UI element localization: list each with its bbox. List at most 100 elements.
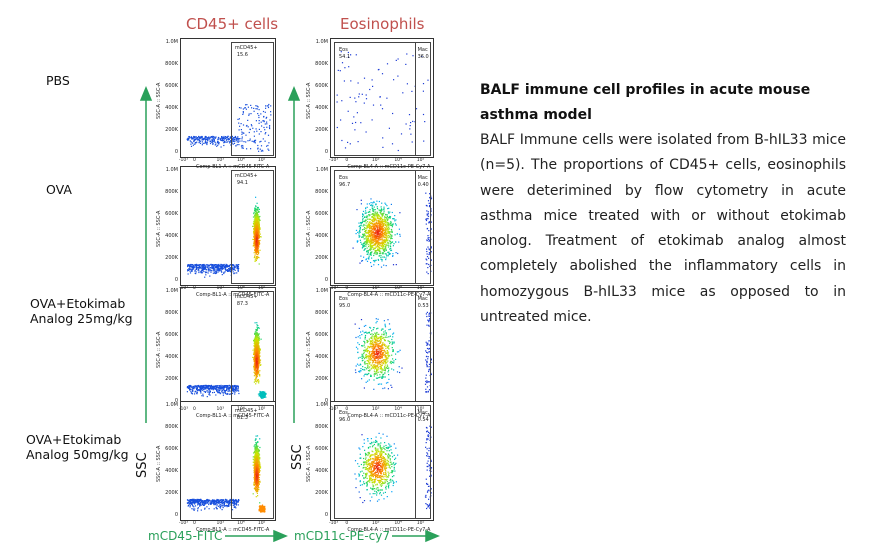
y-tick-label: 200K	[165, 376, 178, 382]
y-tick-label: 600K	[315, 332, 328, 338]
y-axis-label: SSC-A :: SSC-A	[306, 331, 312, 368]
y-tick-label: 200K	[315, 255, 328, 261]
x-tick-label: 10⁴	[394, 407, 402, 412]
x-axis-label: Comp-BL1-A :: mCD45-FITC-A	[195, 292, 270, 298]
gate-label-mac-value: 0.40	[417, 182, 429, 188]
plot-eos-row-3: Eos 96.0 Mac 0.54	[330, 401, 434, 521]
cd45-column-title: CD45+ cells	[186, 15, 279, 33]
row-label-ova: OVA	[46, 182, 72, 197]
y-tick-label: 200K	[165, 490, 178, 496]
y-tick-label: 1.0M	[315, 288, 328, 294]
gate-label-mac-name: Mac	[417, 175, 428, 181]
x-tick-label: 10³	[216, 286, 224, 291]
plot-eos-row-1: Eos 96.7 Mac 0.40	[330, 166, 434, 286]
x-tick-label: 10⁴	[237, 286, 245, 291]
x-tick-label: -10³	[329, 407, 339, 412]
gate-label-mcd45-name: mCD45+	[234, 408, 258, 414]
y-axis-label: SSC-A :: SSC-A	[156, 445, 162, 482]
y-tick-label: 1.0M	[315, 39, 328, 45]
gate-label-eos-name: Eos	[339, 410, 348, 416]
x-tick-label: 10⁵	[257, 286, 266, 291]
description-body: BALF Immune cells were isolated from B-h…	[480, 132, 846, 326]
y-tick-label: 800K	[165, 310, 178, 316]
x-tick-label: 10³	[371, 521, 380, 526]
gate-label-mac-name: Mac	[417, 296, 428, 302]
bottom-axis-label-cd11c: mCD11c-PE-cy7	[294, 529, 390, 543]
gate-mcd45	[230, 170, 274, 284]
right-x-arrow-head	[425, 529, 440, 543]
y-tick-label: 400K	[165, 354, 178, 360]
eosinophils-column-title: Eosinophils	[340, 15, 425, 33]
right-ssc-arrow-head	[287, 86, 301, 101]
gate-mac	[414, 42, 431, 156]
gate-label-eos-value: 95.0	[339, 303, 351, 309]
y-tick-label: 400K	[165, 105, 178, 111]
y-tick-label: 600K	[315, 83, 328, 89]
x-axis-label: Comp-BL1-A :: mCD45-FITC-A	[195, 413, 270, 419]
y-tick-label: 1.0M	[165, 288, 178, 294]
row-label-ova-etokimab-50: OVA+Etokimab Analog 50mg/kg	[26, 432, 129, 462]
x-tick-label: 0	[192, 158, 196, 163]
y-axis-label: SSC-A :: SSC-A	[306, 82, 312, 119]
y-tick-label: 800K	[315, 61, 328, 67]
plot-cd45-row-2: mCD45+ 87.3	[180, 287, 276, 407]
x-axis-label: Comp-BL1-A :: mCD45-FITC-A	[195, 164, 270, 170]
gate-label-eos-name: Eos	[339, 296, 348, 302]
x-tick-label: 0	[345, 521, 349, 526]
gate-label-eos-name: Eos	[339, 175, 348, 181]
y-tick-label: 1.0M	[165, 167, 178, 173]
x-tick-label: 0	[192, 521, 196, 526]
plot-eos-row-0: Eos 54.1 Mac 36.0	[330, 38, 434, 158]
x-tick-label: 10⁵	[416, 407, 425, 412]
description-block: BALF immune cell profiles in acute mouse…	[480, 78, 846, 330]
plot-eos-row-2: Eos 95.0 Mac 0.53	[330, 287, 434, 407]
y-tick-label: 0	[324, 398, 328, 404]
scatter-dots	[354, 311, 432, 393]
gate-label-eos-name: Eos	[339, 47, 348, 53]
y-tick-label: 200K	[165, 255, 178, 261]
y-tick-label: 800K	[165, 424, 178, 430]
y-tick-label: 0	[174, 277, 178, 283]
y-tick-label: 0	[324, 149, 328, 155]
y-tick-label: 400K	[165, 233, 178, 239]
x-tick-label: 10⁵	[416, 158, 425, 163]
x-tick-label: -10³	[178, 158, 189, 163]
y-tick-label: 1.0M	[315, 167, 328, 173]
y-tick-label: 200K	[165, 127, 178, 133]
y-axis-label: SSC-A :: SSC-A	[156, 82, 162, 119]
x-axis-label: Comp-BL1-A :: mCD45-FITC-A	[195, 527, 270, 533]
x-tick-label: 10⁴	[394, 158, 402, 163]
y-tick-label: 800K	[315, 424, 328, 430]
gate-label-mac-value: 0.54	[417, 417, 429, 423]
y-tick-label: 600K	[165, 211, 178, 217]
y-tick-label: 400K	[315, 105, 328, 111]
gate-label-mac-name: Mac	[417, 410, 428, 416]
y-axis-label: SSC-A :: SSC-A	[306, 445, 312, 482]
y-tick-label: 600K	[165, 83, 178, 89]
scatter-dots	[186, 435, 266, 513]
x-tick-label: 10⁴	[394, 286, 402, 291]
gate-mac	[414, 405, 431, 519]
row-label-pbs: PBS	[46, 73, 70, 88]
scatter-dots	[187, 196, 262, 278]
row-label-ova-etokimab-25: OVA+Etokimab Analog 25mg/kg	[30, 296, 133, 326]
x-tick-label: 0	[345, 158, 349, 163]
y-tick-label: 600K	[315, 211, 328, 217]
gate-mcd45	[230, 291, 274, 405]
y-tick-label: 800K	[315, 189, 328, 195]
y-axis-label: SSC-A :: SSC-A	[306, 210, 312, 247]
y-tick-label: 800K	[315, 310, 328, 316]
y-tick-label: 200K	[315, 490, 328, 496]
y-tick-label: 1.0M	[165, 402, 178, 408]
x-tick-label: -10³	[178, 407, 189, 412]
y-tick-label: 200K	[315, 376, 328, 382]
y-axis-label: SSC-A :: SSC-A	[156, 210, 162, 247]
x-tick-label: 10⁴	[237, 158, 245, 163]
bottom-axis-label-cd45: mCD45-FITC	[148, 529, 223, 543]
y-tick-label: 400K	[315, 354, 328, 360]
x-tick-label: -10³	[178, 286, 189, 291]
y-tick-label: 600K	[315, 446, 328, 452]
plot-cd45-row-0: mCD45+ 15.6	[180, 38, 276, 158]
x-tick-label: 10³	[371, 158, 380, 163]
x-tick-label: 10⁵	[257, 521, 266, 526]
